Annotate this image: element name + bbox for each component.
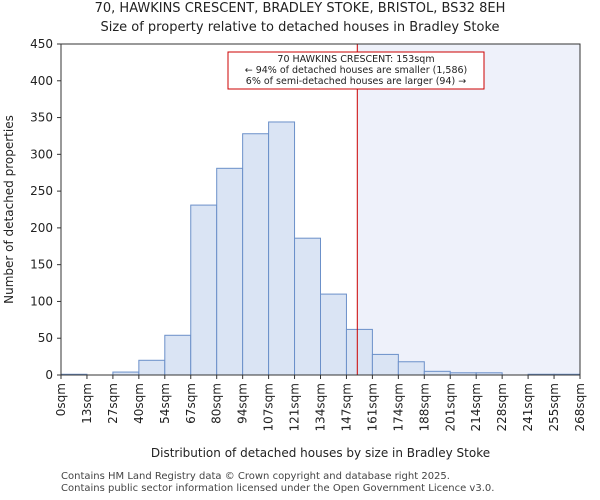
x-tick-label: 94sqm xyxy=(236,383,250,424)
histogram-bar xyxy=(242,133,270,376)
x-tick-label: 121sqm xyxy=(288,383,302,431)
x-tick-label: 174sqm xyxy=(391,383,405,431)
x-tick-label: 27sqm xyxy=(106,383,120,424)
x-tick-label: 13sqm xyxy=(80,383,94,424)
x-tick-label: 188sqm xyxy=(417,383,431,431)
y-tick-label: 100 xyxy=(30,294,53,308)
x-tick-label: 0sqm xyxy=(54,383,68,416)
histogram-bar xyxy=(138,359,166,376)
histogram-bar xyxy=(397,361,425,376)
histogram-bar xyxy=(216,167,244,376)
x-tick-label: 268sqm xyxy=(573,383,587,431)
chart-subtitle: Size of property relative to detached ho… xyxy=(100,20,500,35)
y-tick-label: 200 xyxy=(30,221,53,235)
x-tick-label: 214sqm xyxy=(469,383,483,431)
histogram-bar xyxy=(268,121,296,376)
y-tick-label: 450 xyxy=(30,37,53,51)
histogram-chart: 0 50 100 150 200 250 300 350 400 450 0sqm 13sqm 27sq… xyxy=(2,37,587,460)
x-tick-label: 54sqm xyxy=(158,383,172,424)
x-tick-label: 161sqm xyxy=(365,383,379,431)
x-tick-label: 107sqm xyxy=(262,383,276,431)
y-tick-label: 0 xyxy=(45,368,53,382)
y-tick-label: 300 xyxy=(30,147,53,161)
x-tick-label: 241sqm xyxy=(521,383,535,431)
annotation-line-1: 70 HAWKINS CRESCENT: 153sqm xyxy=(277,54,434,65)
y-tick-label: 50 xyxy=(38,331,53,345)
histogram-bar xyxy=(371,353,399,376)
y-axis-title: Number of detached properties xyxy=(2,115,16,304)
x-tick-label: 255sqm xyxy=(547,383,561,431)
annotation-line-2: ← 94% of detached houses are smaller (1,… xyxy=(245,65,468,76)
x-tick-label: 80sqm xyxy=(210,383,224,424)
x-tick-label: 147sqm xyxy=(339,383,353,431)
y-tick-label: 250 xyxy=(30,184,53,198)
histogram-bar xyxy=(345,328,373,376)
x-tick-label: 228sqm xyxy=(495,383,509,431)
y-tick-label: 400 xyxy=(30,74,53,88)
annotation-line-3: 6% of semi-detached houses are larger (9… xyxy=(246,76,466,87)
histogram-bar xyxy=(164,334,192,376)
x-tick-label: 40sqm xyxy=(132,383,146,424)
x-tick-label: 201sqm xyxy=(443,383,457,431)
histogram-bar xyxy=(423,370,451,376)
histogram-bar xyxy=(294,237,321,376)
x-axis-title: Distribution of detached houses by size … xyxy=(151,446,490,460)
histogram-bar xyxy=(190,204,218,376)
larger-region-shade xyxy=(357,44,580,375)
annotation-box xyxy=(227,51,485,90)
footer-licence: Contains public sector information licen… xyxy=(61,483,495,494)
x-tick-label: 67sqm xyxy=(184,383,198,424)
chart-title: 70, HAWKINS CRESCENT, BRADLEY STOKE, BRI… xyxy=(94,1,506,16)
y-tick-label: 350 xyxy=(30,111,53,125)
x-tick-label: 134sqm xyxy=(314,383,328,431)
y-tick-label: 150 xyxy=(30,258,53,272)
histogram-bar xyxy=(320,293,347,376)
footer-copyright: Contains HM Land Registry data © Crown c… xyxy=(61,471,450,482)
